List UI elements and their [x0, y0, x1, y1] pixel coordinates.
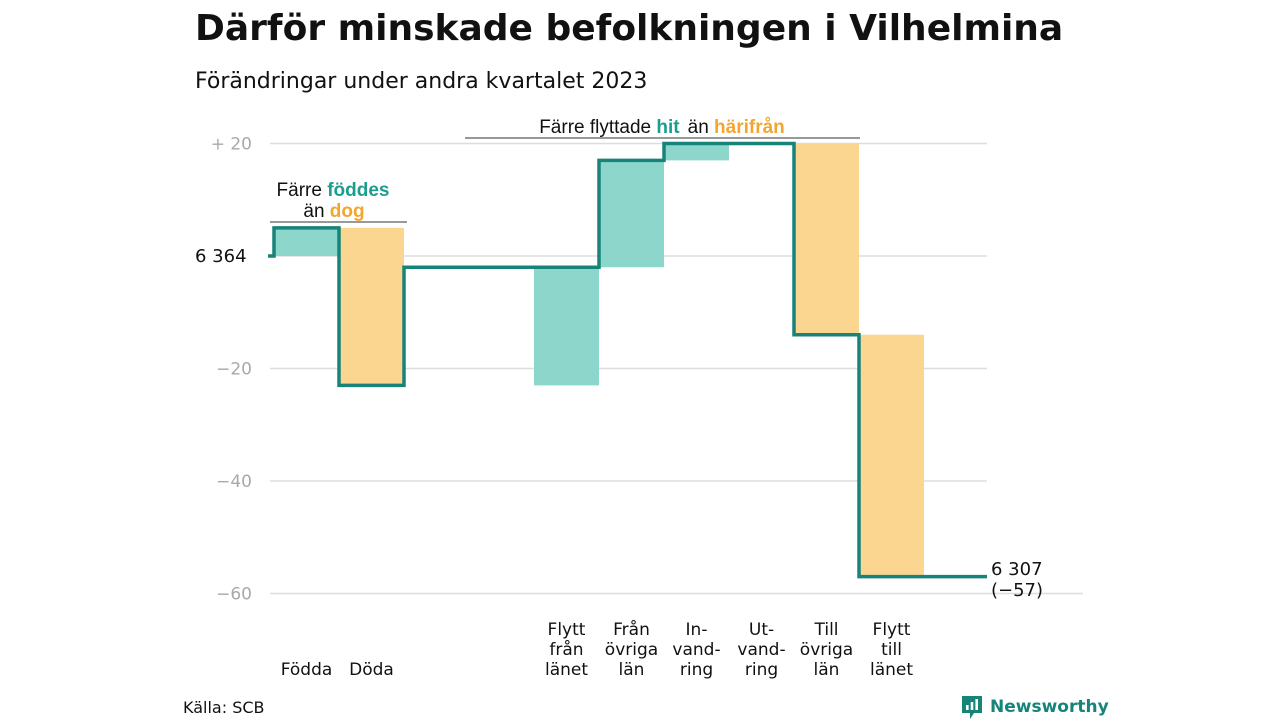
category-label: län [619, 660, 645, 680]
brand-logo: Newsworthy [960, 693, 1109, 721]
category-label: till [881, 640, 902, 660]
start-value-label: 6 364 [195, 246, 247, 267]
y-tick-label: −40 [216, 472, 252, 492]
category-label: från [549, 639, 583, 660]
step-bar-4 [599, 160, 664, 268]
source-note: Källa: SCB [183, 698, 265, 717]
migration-annotation-text: Färre flyttade hit än härifrån [539, 117, 785, 138]
newsworthy-logo-icon [962, 696, 982, 719]
category-label: vand- [737, 640, 785, 660]
y-tick-label: + 20 [211, 135, 252, 155]
step-bar-5 [664, 143, 729, 161]
natural-change-annotation: Färre föddes än dog [270, 180, 407, 223]
step-bar-1 [274, 227, 339, 256]
migration-annotation: Färre flyttade hit än härifrån [465, 117, 860, 139]
category-label: Flytt [548, 620, 586, 640]
y-tick-label: −20 [216, 360, 252, 380]
category-label: In- [686, 620, 708, 640]
step-bar-2 [339, 227, 404, 386]
category-label: ring [680, 660, 713, 680]
category-labels: Födda DödaFlyttfrånlänetFrånövrigalänIn-v… [281, 619, 914, 680]
category-label: vand- [672, 640, 720, 660]
end-change-label: (−57) [991, 580, 1043, 601]
category-label: Flytt [873, 620, 911, 640]
cumulative-step-line [268, 141, 987, 579]
natural-annotation-line2: än dog [303, 201, 364, 222]
category-label: övriga [605, 640, 658, 660]
end-value-label: 6 307 [991, 559, 1043, 580]
y-axis-ticks: + 20 −20 −40 −60 [211, 135, 252, 605]
step-bars [274, 143, 924, 577]
brand-name: Newsworthy [990, 697, 1109, 717]
step-line-layer [268, 141, 987, 579]
waterfall-chart: + 20−20−40−60 Födda DödaFlyttfrånlänetFrå… [195, 117, 1083, 680]
step-bar-7 [794, 143, 859, 335]
y-tick-label: −60 [216, 585, 252, 605]
category-label: Från [613, 619, 650, 640]
natural-annotation-line1: Färre föddes [277, 180, 390, 201]
category-label: Födda [281, 660, 333, 680]
category-label: övriga [800, 640, 853, 660]
step-bar-3 [534, 267, 599, 386]
category-label: ring [745, 660, 778, 680]
step-bar-8 [859, 334, 924, 577]
chart-title: Därför minskade befolkningen i Vilhelmin… [195, 8, 1064, 49]
category-label: länet [545, 660, 588, 680]
chart-subtitle: Förändringar under andra kvartalet 2023 [195, 69, 648, 94]
category-label: Döda [349, 660, 394, 680]
category-label: Till [813, 620, 838, 640]
category-label: Ut- [749, 620, 774, 640]
category-label: länet [870, 660, 913, 680]
category-label: län [814, 660, 840, 680]
